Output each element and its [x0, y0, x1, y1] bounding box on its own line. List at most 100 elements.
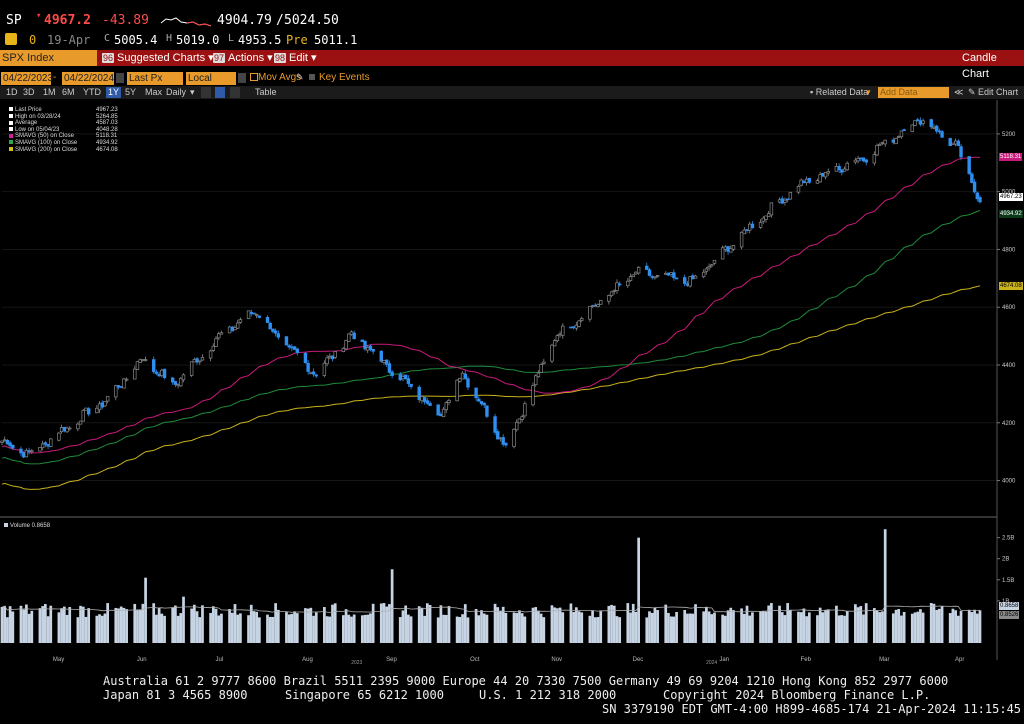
candle-body — [84, 407, 88, 411]
candle-body — [533, 375, 538, 386]
candle-body — [872, 154, 877, 164]
legend-item: SMAVG (100) on Close — [9, 140, 77, 146]
chart-settings-icon[interactable]: ≪ — [954, 87, 964, 97]
volume-bar — [778, 605, 781, 643]
candle-body — [314, 374, 318, 377]
candle-body — [287, 345, 291, 348]
month-label: Feb — [801, 657, 812, 663]
candle-body — [493, 416, 497, 433]
edit-menu[interactable]: 98 Edit ▾ — [274, 52, 317, 64]
legend-value: 4587.03 — [96, 120, 118, 127]
field-select[interactable]: Last Px — [127, 72, 183, 85]
period-1d[interactable]: 1D — [6, 87, 18, 97]
candle-body — [477, 398, 481, 402]
table-button[interactable]: Table — [255, 87, 277, 97]
candle-body — [366, 346, 370, 351]
ticker-field[interactable]: SPX Index — [0, 50, 97, 66]
period-1y[interactable]: 1Y — [106, 87, 122, 98]
candle-body — [211, 345, 216, 351]
start-date-field[interactable]: 04/22/2023 — [1, 72, 54, 85]
period-max[interactable]: Max — [145, 87, 163, 97]
pencil-icon[interactable]: ✎ — [296, 72, 304, 82]
candle-body — [967, 156, 971, 174]
volume-bar — [664, 604, 668, 643]
volume-bar — [550, 605, 554, 643]
volume-bar — [371, 603, 375, 643]
volume-bar — [723, 615, 727, 643]
mov-avgs-label[interactable]: Mov Avgs — [258, 72, 302, 83]
volume-bar — [201, 605, 204, 643]
candle-body — [802, 180, 806, 184]
candle-body — [840, 169, 844, 173]
candle-body — [200, 357, 205, 361]
volume-bar — [333, 603, 337, 643]
key-events-label[interactable]: Key Events — [319, 72, 370, 83]
candle-body — [19, 448, 23, 454]
bar-type-icon[interactable] — [230, 87, 240, 98]
candle-body — [859, 157, 863, 160]
period-1m[interactable]: 1M — [43, 87, 56, 97]
suggested-charts-menu[interactable]: 96 Suggested Charts ▾ — [102, 52, 214, 64]
price-volume-chart[interactable]: 5200500048004600440042004000 2.5B2B1.5B1… — [0, 100, 1024, 670]
line-type-icon[interactable] — [201, 87, 211, 98]
candle-body — [934, 125, 939, 132]
actions-menu[interactable]: 97 Actions ▾ — [213, 52, 273, 64]
volume-bar — [786, 603, 790, 643]
period-3d[interactable]: 3D — [23, 87, 35, 97]
key-events-checkbox[interactable] — [309, 74, 315, 80]
volume-bar — [705, 606, 708, 643]
volume-bar — [900, 615, 903, 643]
candle-body — [970, 173, 974, 183]
chart-grid — [2, 133, 997, 482]
bloomberg-flag-icon — [5, 33, 17, 45]
volume-bar — [591, 611, 594, 643]
volume-bar — [940, 606, 944, 643]
candle-body — [674, 277, 679, 280]
volume-bar — [447, 606, 451, 643]
edit-chart-button[interactable]: ✎ Edit Chart — [968, 87, 1019, 97]
related-data-button[interactable]: ▪ Related Data — [810, 87, 869, 97]
volume-bar — [499, 610, 502, 643]
volume-bar — [43, 604, 47, 643]
volume-bar — [789, 610, 792, 643]
currency-select[interactable]: Local CCY — [186, 72, 236, 97]
candle-body — [783, 199, 787, 203]
candle-body — [913, 120, 917, 126]
frequency-dropdown-icon[interactable]: ▾ — [190, 87, 195, 97]
volume-bar — [328, 616, 332, 643]
volume-bar — [683, 610, 687, 643]
calendar-icon[interactable] — [116, 73, 124, 83]
day-low: 4904.79 — [217, 13, 272, 28]
period-6m[interactable]: 6M — [62, 87, 75, 97]
volume-series — [0, 529, 982, 643]
candle-body — [552, 340, 557, 347]
candle-body — [799, 179, 803, 186]
add-data-input[interactable]: Add Data — [878, 87, 949, 98]
candle-type-icon[interactable] — [215, 87, 225, 98]
month-label: Dec — [633, 657, 644, 663]
volume-bar — [290, 613, 294, 643]
volume-bar — [553, 607, 557, 643]
candle-body — [818, 174, 822, 183]
volume-bar — [323, 607, 326, 643]
period-5y[interactable]: 5Y — [125, 87, 137, 97]
candle-body — [653, 276, 657, 279]
candle-body — [425, 400, 430, 404]
mov-avgs-checkbox[interactable] — [250, 73, 258, 81]
candle-body — [748, 223, 752, 231]
period-ytd[interactable]: YTD — [83, 87, 101, 97]
candle-body — [891, 139, 896, 143]
volume-bar — [379, 603, 383, 643]
currency-dropdown-icon[interactable] — [238, 73, 246, 83]
volume-bar — [217, 615, 221, 643]
candle-body — [609, 291, 614, 296]
candle-body — [474, 387, 478, 399]
related-data-dropdown-icon[interactable]: ▾ — [866, 87, 871, 97]
candle-body — [387, 363, 392, 373]
candle-body — [406, 378, 411, 384]
candle-body — [208, 350, 213, 359]
frequency-select[interactable]: Daily — [166, 87, 187, 97]
candle-body — [864, 159, 868, 163]
end-date-field[interactable]: 04/22/2024 — [62, 72, 115, 85]
candle-body — [626, 280, 630, 287]
